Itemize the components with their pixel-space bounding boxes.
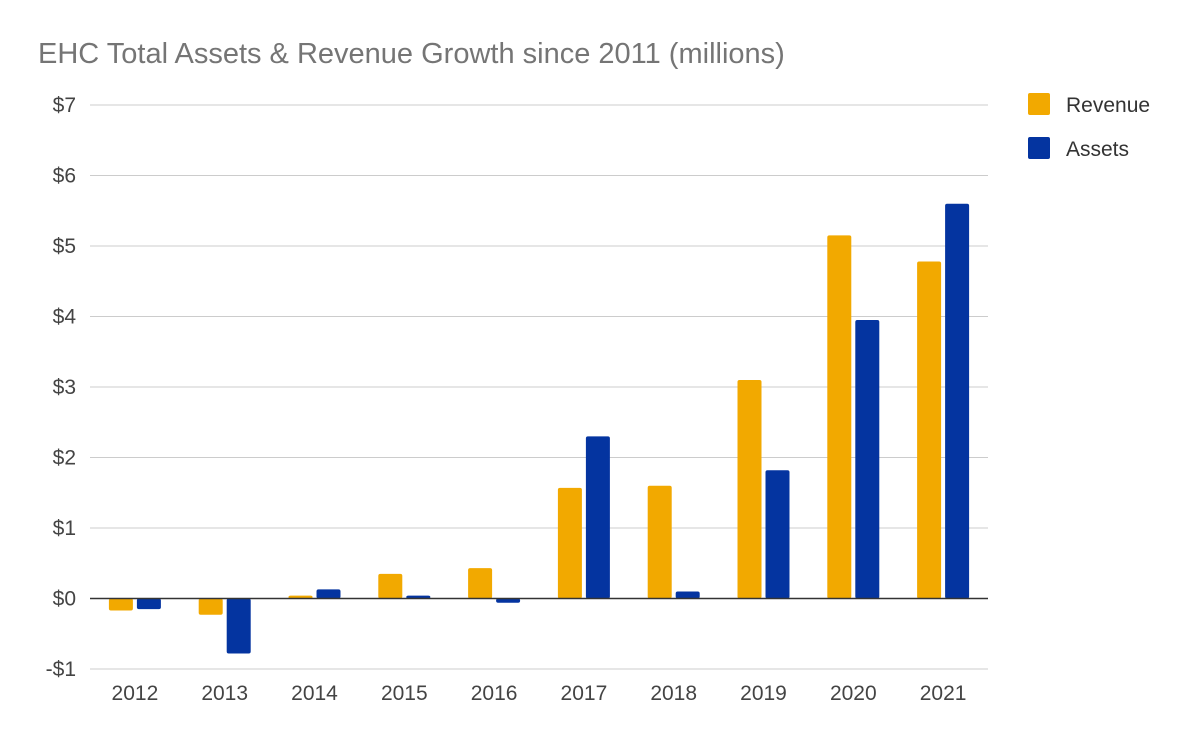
x-tick-label: 2015 (381, 682, 428, 705)
x-tick-label: 2017 (561, 682, 608, 705)
bar-assets-2016 (496, 598, 521, 603)
x-tick-label: 2018 (650, 682, 697, 705)
legend-label-revenue: Revenue (1066, 94, 1150, 117)
legend-swatch-assets (1028, 137, 1050, 159)
y-tick-label: $7 (53, 94, 76, 117)
y-tick-label: $3 (53, 376, 76, 399)
x-tick-label: 2019 (740, 682, 787, 705)
bar-assets-2018 (675, 591, 700, 599)
bar-revenue-2021 (917, 261, 942, 599)
bar-revenue-2015 (378, 573, 403, 599)
bars (108, 203, 970, 654)
bar-assets-2012 (136, 598, 161, 610)
x-tick-label: 2012 (112, 682, 159, 705)
x-tick-label: 2016 (471, 682, 518, 705)
bar-revenue-2018 (647, 485, 672, 599)
x-tick-label: 2021 (920, 682, 967, 705)
bar-assets-2019 (765, 470, 790, 599)
gridlines (90, 104, 988, 670)
bar-revenue-2017 (557, 487, 582, 599)
y-tick-label: -$1 (46, 658, 76, 681)
legend: Revenue Assets (1028, 93, 1150, 161)
bar-assets-2014 (316, 589, 341, 599)
x-tick-label: 2020 (830, 682, 877, 705)
bar-assets-2020 (855, 320, 880, 599)
y-tick-label: $1 (53, 517, 76, 540)
x-axis-tick-labels: 2012 2013 2014 2015 2016 2017 2018 2019 2020 2021 (112, 682, 967, 705)
y-tick-label: $5 (53, 235, 76, 258)
legend-label-assets: Assets (1066, 138, 1129, 161)
y-tick-label: $0 (53, 588, 76, 611)
y-tick-label: $4 (53, 306, 77, 329)
bar-revenue-2013 (198, 598, 223, 615)
bar-revenue-2019 (737, 379, 762, 599)
legend-swatch-revenue (1028, 93, 1050, 115)
x-tick-label: 2014 (291, 682, 338, 705)
y-tick-label: $6 (53, 165, 76, 188)
y-axis-tick-labels: -$1 $0 $1 $2 $3 $4 $5 $6 $7 (46, 94, 77, 681)
y-tick-label: $2 (53, 447, 76, 470)
bar-revenue-2016 (468, 568, 493, 599)
x-tick-label: 2013 (201, 682, 248, 705)
bar-assets-2021 (945, 203, 970, 599)
bar-revenue-2012 (108, 598, 133, 611)
chart-title: EHC Total Assets & Revenue Growth since … (38, 38, 785, 70)
bar-assets-2017 (585, 436, 610, 599)
bar-assets-2013 (226, 598, 251, 654)
bar-revenue-2020 (827, 235, 852, 599)
